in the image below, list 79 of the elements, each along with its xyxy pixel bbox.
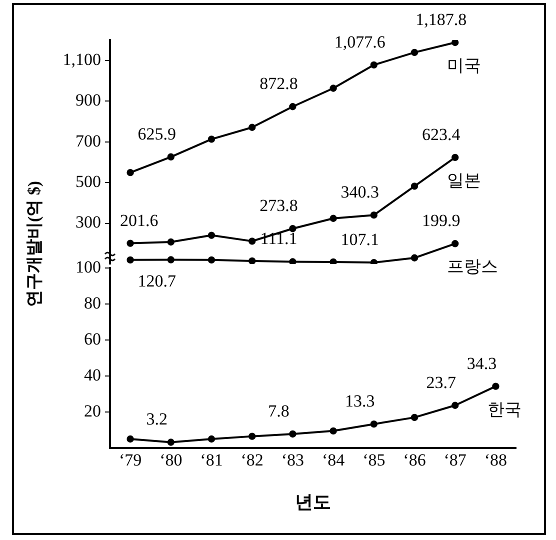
x-tick-label: ‘87 <box>444 450 467 470</box>
y-axis-title: 연구개발비(억 $) <box>24 180 44 308</box>
point <box>248 124 256 131</box>
y-tick-label: 500 <box>76 172 101 192</box>
data-label: 199.9 <box>422 211 460 230</box>
y-tick-label: 40 <box>84 366 101 385</box>
x-tick-label: ‘85 <box>362 450 386 470</box>
series-label: 일본 <box>447 170 482 190</box>
y-tick-label: 100 <box>76 258 101 277</box>
point <box>452 154 459 162</box>
data-label: 1,187.8 <box>416 10 467 29</box>
point <box>330 84 337 92</box>
y-tick-label: 60 <box>84 330 101 349</box>
point <box>248 238 256 245</box>
data-label: 7.8 <box>268 401 290 420</box>
x-tick-label: ‘83 <box>281 450 304 470</box>
x-tick-label: ‘80 <box>160 450 182 470</box>
data-label: 340.3 <box>340 182 380 202</box>
data-label: 1,077.6 <box>334 32 386 52</box>
series-label: 프랑스 <box>447 257 498 276</box>
data-label: 23.7 <box>426 372 456 392</box>
data-label: 34.3 <box>466 354 497 373</box>
point <box>248 432 256 440</box>
point <box>370 420 378 428</box>
point <box>289 430 296 438</box>
point <box>410 254 418 262</box>
series-label: 미국 <box>447 56 482 75</box>
point <box>452 240 459 248</box>
point <box>370 61 378 69</box>
point <box>126 168 134 176</box>
point <box>370 211 378 219</box>
x-tick-label: ‘82 <box>240 450 264 470</box>
point <box>410 48 418 56</box>
point <box>289 103 296 110</box>
point <box>492 382 500 390</box>
point <box>452 40 459 46</box>
data-label: 3.2 <box>146 410 168 429</box>
point <box>126 435 134 443</box>
point <box>208 256 216 264</box>
y-tick-label: 900 <box>76 90 101 110</box>
point <box>167 238 174 246</box>
point <box>410 182 418 190</box>
y-tick-label: 20 <box>84 402 101 421</box>
y-tick-label: 300 <box>76 212 101 232</box>
data-label: 201.6 <box>120 210 158 230</box>
point <box>289 258 296 264</box>
x-tick-label: ‘84 <box>322 450 346 470</box>
y-tick-label: 700 <box>76 131 101 150</box>
data-label: 120.7 <box>138 271 177 290</box>
point <box>208 136 216 143</box>
point <box>167 153 174 161</box>
series-label: 한국 <box>488 400 522 419</box>
point <box>167 256 174 264</box>
data-label: 625.9 <box>138 124 176 144</box>
point <box>126 256 134 264</box>
data-label: 623.4 <box>422 124 461 144</box>
point <box>289 225 296 232</box>
x-tick-label: ‘86 <box>403 450 426 470</box>
point <box>167 438 174 446</box>
data-label: 872.8 <box>260 74 298 94</box>
x-axis-title: 년도 <box>295 492 331 512</box>
point <box>248 257 256 264</box>
x-tick-label: ‘88 <box>484 450 508 470</box>
point <box>330 214 337 222</box>
data-label: 273.8 <box>260 196 298 216</box>
y-tick-label: 1,100 <box>62 50 101 69</box>
point <box>452 402 459 409</box>
point <box>126 240 134 247</box>
point <box>410 414 418 422</box>
data-label: 13.3 <box>345 392 375 411</box>
point <box>370 258 378 264</box>
point <box>330 427 337 435</box>
x-tick-label: ‘79 <box>118 450 142 470</box>
x-tick-label: ‘81 <box>200 450 223 470</box>
y-tick-label: 80 <box>84 294 101 313</box>
point <box>208 435 216 443</box>
point <box>330 258 337 264</box>
point <box>208 232 216 239</box>
data-label: 107.1 <box>340 230 380 250</box>
